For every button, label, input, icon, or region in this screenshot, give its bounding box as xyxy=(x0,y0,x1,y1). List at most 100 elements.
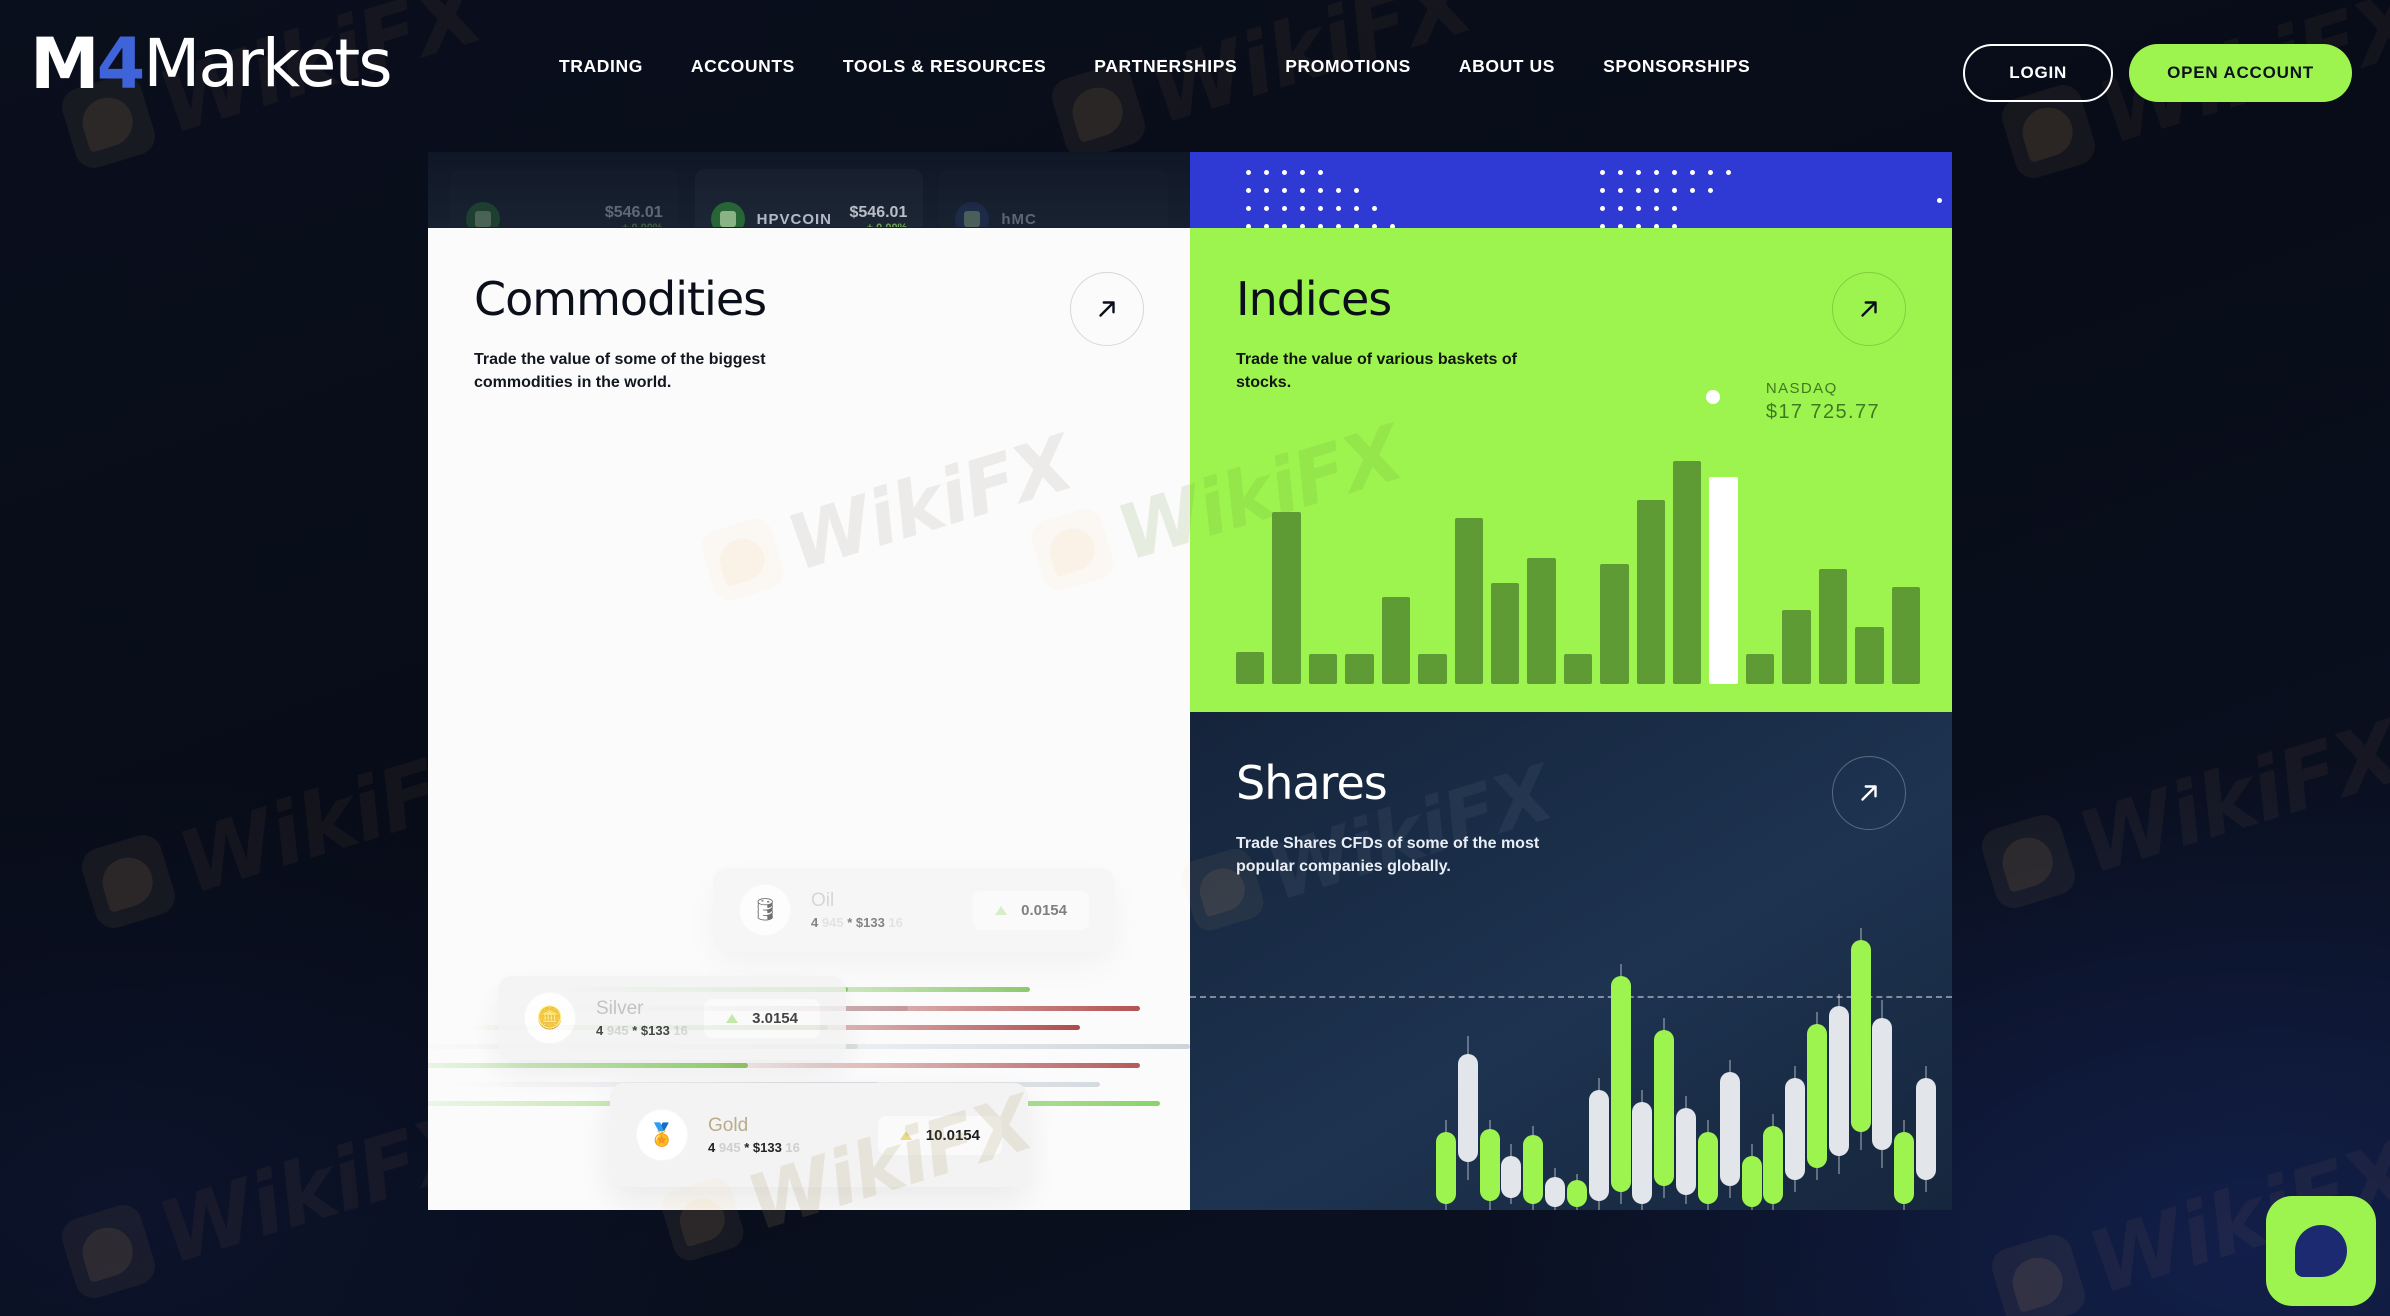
ticker-row-silver[interactable]: 🪙 Silver 4 945 * $133 16 3.0154 xyxy=(498,976,846,1060)
crypto-chip[interactable]: HPVCOIN $546.01 + 0.00% xyxy=(695,169,924,228)
indices-bar xyxy=(1563,654,1593,684)
candle-body xyxy=(1763,1126,1784,1204)
chat-bubble-icon xyxy=(2295,1225,2347,1277)
coin-icon xyxy=(466,202,500,227)
indices-bar xyxy=(1818,569,1848,684)
indices-annotation: NASDAQ $17 725.77 xyxy=(1766,380,1880,424)
indices-series-value: $17 725.77 xyxy=(1765,401,1880,423)
nav-item-trading[interactable]: TRADING xyxy=(559,56,643,76)
candle-body xyxy=(1828,1006,1849,1156)
indices-bar xyxy=(1855,626,1884,684)
shares-candlestick-chart xyxy=(1435,910,1937,1210)
indices-bar xyxy=(1381,596,1411,684)
candle-body xyxy=(1719,1072,1740,1186)
candle-body xyxy=(1501,1156,1522,1198)
ticker-text: Oil 4 945 * $133 16 xyxy=(811,890,903,931)
indices-bar xyxy=(1272,511,1301,684)
commodities-subtitle: Trade the value of some of the biggest c… xyxy=(474,351,766,392)
ticker-row-oil[interactable]: 🛢 Oil 4 945 * $133 16 0.0154 xyxy=(713,868,1115,952)
candle-body xyxy=(1806,1024,1827,1168)
arrow-up-right-icon xyxy=(1861,301,1877,317)
nav-item-sponsorships[interactable]: SPONSORSHIPS xyxy=(1603,56,1751,76)
candlestick xyxy=(1654,910,1675,1210)
candlestick xyxy=(1632,910,1653,1210)
candlestick xyxy=(1806,910,1827,1210)
site-header: M4 Markets TRADING ACCOUNTS TOOLS & RESO… xyxy=(0,0,2390,148)
candlestick xyxy=(1741,910,1762,1210)
ticker-value: 0.0154 xyxy=(1021,901,1067,919)
candle-body xyxy=(1566,1180,1587,1207)
candlestick xyxy=(1457,910,1478,1210)
ticker-value-chip: 3.0154 xyxy=(704,998,820,1038)
candle-body xyxy=(1523,1135,1544,1204)
candlestick xyxy=(1545,910,1566,1210)
login-button[interactable]: LOGIN xyxy=(1963,44,2114,102)
candle-body xyxy=(1697,1132,1718,1204)
candlestick xyxy=(1566,910,1587,1210)
ticker-sub: 4 945 * $133 16 xyxy=(811,915,903,931)
candle-body xyxy=(1610,976,1631,1192)
arrow-up-right-icon xyxy=(1099,301,1115,317)
coin-icon xyxy=(710,202,745,227)
ticker-sub: 4 945 * $133 16 xyxy=(596,1023,688,1039)
indices-bar xyxy=(1454,518,1483,684)
candle-body xyxy=(1545,1177,1566,1207)
indices-bar xyxy=(1636,500,1666,684)
crypto-price: $546.01 xyxy=(849,204,908,221)
watermark: WikiFX xyxy=(1974,700,2390,923)
indices-subtitle: Trade the value of various baskets of st… xyxy=(1236,351,1517,392)
indices-bar xyxy=(1418,654,1447,684)
brand-logo[interactable]: M4 Markets xyxy=(30,28,393,100)
indices-bar xyxy=(1673,460,1702,684)
indices-arrow-button[interactable] xyxy=(1832,272,1906,346)
crypto-chip[interactable]: $546.01 + 0.00% xyxy=(450,169,679,227)
crypto-strip-card[interactable]: $546.01 + 0.00% HPVCOIN $546.01 + 0.00% … xyxy=(428,152,1190,228)
indices-bar xyxy=(1782,610,1811,684)
crypto-delta: + 0.00% xyxy=(866,222,908,228)
card-shares[interactable]: Shares Trade Shares CFDs of some of the … xyxy=(1190,712,1952,1210)
open-account-button[interactable]: OPEN ACCOUNT xyxy=(2129,44,2352,102)
card-commodities[interactable]: Commodities Trade the value of some of t… xyxy=(428,228,1190,1210)
candle-body xyxy=(1632,1102,1653,1204)
candlestick xyxy=(1610,910,1631,1210)
nav-item-about-us[interactable]: ABOUT US xyxy=(1458,56,1556,76)
indices-bar xyxy=(1891,587,1921,684)
candlestick xyxy=(1785,910,1806,1210)
shares-arrow-button[interactable] xyxy=(1832,756,1906,830)
candlestick xyxy=(1479,910,1500,1210)
chat-widget-button[interactable] xyxy=(2266,1196,2376,1306)
indices-bar-chart xyxy=(1236,454,1921,684)
crypto-price-block: $546.01 + 0.00% xyxy=(849,204,908,228)
nav-item-promotions[interactable]: PROMOTIONS xyxy=(1285,56,1411,76)
commodities-arrow-button[interactable] xyxy=(1070,272,1144,346)
crypto-chip[interactable]: hMC xyxy=(939,169,1168,227)
candlestick xyxy=(1588,910,1609,1210)
indices-bar xyxy=(1709,477,1738,684)
candle-body xyxy=(1741,1156,1762,1207)
blue-dot-panel[interactable] xyxy=(1190,152,1952,228)
nav-item-tools-resources[interactable]: TOOLS & RESOURCES xyxy=(842,56,1047,76)
dot-pattern-right xyxy=(1600,170,1731,228)
candle-body xyxy=(1872,1018,1893,1150)
card-indices[interactable]: Indices Trade the value of various baske… xyxy=(1190,228,1952,712)
shares-threshold-line xyxy=(1190,996,1952,998)
candle-body xyxy=(1676,1108,1697,1195)
candlestick xyxy=(1523,910,1544,1210)
candle-body xyxy=(1785,1078,1806,1180)
nav-item-partnerships[interactable]: PARTNERSHIPS xyxy=(1094,56,1238,76)
logo-digit-4: 4 xyxy=(96,23,146,105)
crypto-name: HPVCOIN xyxy=(756,210,833,228)
candle-body xyxy=(1894,1132,1915,1204)
nav-item-accounts[interactable]: ACCOUNTS xyxy=(690,56,795,76)
candle-body xyxy=(1588,1090,1609,1201)
candle-body xyxy=(1654,1030,1675,1186)
candlestick xyxy=(1872,910,1893,1210)
indices-bar xyxy=(1490,582,1520,684)
candle-body xyxy=(1435,1132,1456,1204)
oil-icon: 🛢 xyxy=(739,884,791,936)
ticker-name: Silver xyxy=(596,997,644,1019)
candle-body xyxy=(1850,940,1871,1132)
indices-bar xyxy=(1745,654,1775,684)
candlestick xyxy=(1719,910,1740,1210)
ticker-row-gold[interactable]: 🏅 Gold 4 945 * $133 16 10.0154 xyxy=(610,1083,1028,1187)
